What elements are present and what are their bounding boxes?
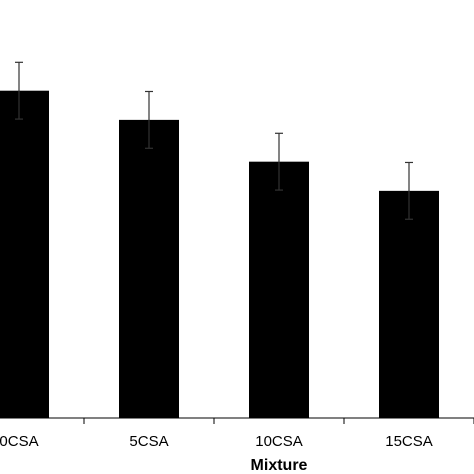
error-bar-5csa — [145, 90, 153, 149]
bar-10csa — [249, 161, 309, 418]
error-bar-0csa — [15, 61, 23, 120]
x-axis-ticks — [83, 418, 474, 424]
bars-group — [0, 90, 439, 418]
x-tick-label-0csa: 0CSA — [0, 433, 39, 450]
bar-5csa — [119, 119, 179, 418]
x-tick-labels: 0CSA 5CSA 10CSA 15CSA — [0, 433, 433, 450]
error-bar-10csa — [275, 132, 283, 191]
error-bars-group — [15, 61, 413, 220]
x-tick-label-5csa: 5CSA — [129, 433, 168, 450]
bar-0csa — [0, 90, 49, 418]
x-tick-label-15csa: 15CSA — [385, 433, 433, 450]
bar-15csa — [379, 190, 439, 418]
x-axis-title: Mixture — [251, 457, 308, 474]
x-tick-label-10csa: 10CSA — [255, 433, 303, 450]
error-bar-15csa — [405, 161, 413, 220]
